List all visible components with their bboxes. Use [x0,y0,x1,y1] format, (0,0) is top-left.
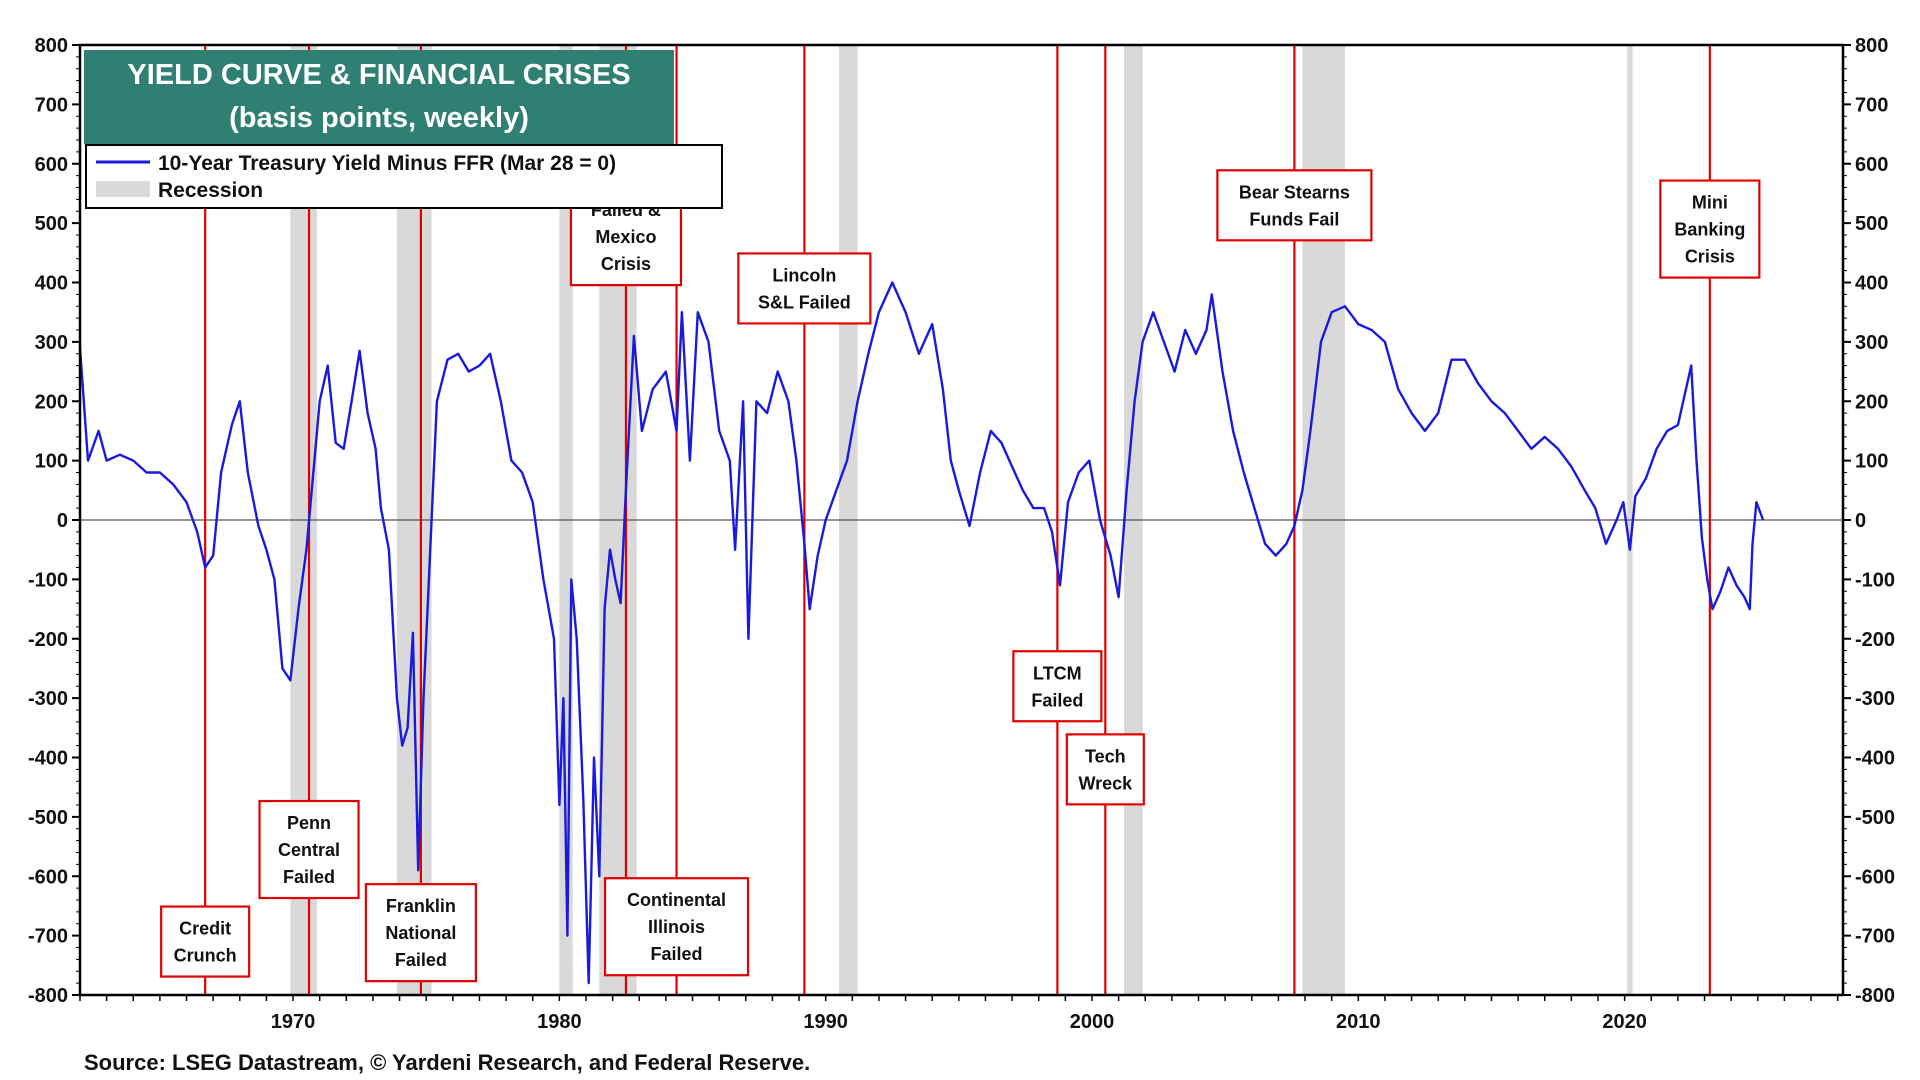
y-tick-label-left: 400 [35,273,68,295]
y-tick-label-right: 100 [1855,451,1888,473]
y-tick-label-left: -200 [28,629,68,651]
title-background [84,50,674,144]
crisis-label: Mini Banking Crisis [1659,179,1761,279]
y-tick-label-right: 400 [1855,273,1888,295]
y-tick-label-right: -200 [1855,629,1895,651]
crisis-label-box [1012,650,1103,723]
crisis-label: Credit Crunch [160,905,251,978]
crisis-label-text: Wreck [1078,773,1133,793]
y-tick-label-right: -600 [1855,866,1895,888]
crisis-labels: Credit Crunch Penn Central Failed Franklin Nat… [160,160,1761,983]
crisis-label: Tech Wreck [1065,733,1145,806]
legend: 10-Year Treasury Yield Minus FFR (Mar 28… [85,144,723,209]
crisis-label-box [258,799,360,900]
crisis-label-text: Mexico [595,227,656,247]
y-tick-label-right: 800 [1855,35,1888,57]
crisis-label-box [1659,179,1761,279]
crisis-label-text: National [385,923,456,943]
crisis-label-box [1216,169,1373,242]
legend-series-label: 10-Year Treasury Yield Minus FFR (Mar 28… [158,152,616,175]
crisis-label-text: Failed [283,867,335,887]
series-line [78,281,1765,985]
crisis-label-text: LTCM [1033,663,1082,683]
y-tick-label-right: -800 [1855,985,1895,1007]
source-note: Source: LSEG Datastream, © Yardeni Resea… [84,1050,810,1075]
x-tick-label: 1970 [271,1011,316,1033]
crisis-label-box [603,877,750,977]
x-tick-label: 2000 [1070,1011,1115,1033]
crisis-label-box [1065,733,1145,806]
crisis-label: Bear Stearns Funds Fail [1216,169,1373,242]
y-tick-label-left: 0 [57,510,68,532]
y-tick-label-left: 200 [35,391,68,413]
y-tick-label-right: 500 [1855,213,1888,235]
y-tick-label-left: 100 [35,451,68,473]
x-tick-label: 1990 [803,1011,848,1033]
y-tick-label-left: 300 [35,332,68,354]
x-tick-label: 2020 [1602,1011,1647,1033]
legend-recession-label: Recession [158,179,263,202]
y-tick-label-left: -600 [28,866,68,888]
crisis-label: LTCM Failed [1012,650,1103,723]
y-tick-label-left: 800 [35,35,68,57]
crisis-label-text: Crunch [174,946,237,966]
y-tick-label-left: -300 [28,688,68,710]
crisis-label-text: Franklin [386,896,456,916]
crisis-label-text: Failed [651,944,703,964]
y-tick-label-right: -700 [1855,926,1895,948]
y-tick-label-right: -500 [1855,807,1895,829]
x-tick-label: 1980 [537,1011,582,1033]
y-tick-label-left: -800 [28,985,68,1007]
crisis-label-box [364,883,477,983]
y-tick-label-left: -700 [28,926,68,948]
crisis-label: Lincoln S&L Failed [737,252,872,325]
crisis-label-text: Central [278,840,340,860]
crisis-label-text: Crisis [601,254,651,274]
y-tick-label-left: -100 [28,569,68,591]
title-box: YIELD CURVE & FINANCIAL CRISES (basis po… [84,50,674,144]
crisis-label-text: Illinois [648,917,705,937]
crisis-label: Continental Illinois Failed [603,877,750,977]
y-tick-label-right: 700 [1855,94,1888,116]
crisis-label: Penn Central Failed [258,799,360,900]
y-tick-label-right: 200 [1855,391,1888,413]
crisis-label-text: Lincoln [772,265,836,285]
y-tick-label-left: 700 [35,94,68,116]
crisis-label-text: Funds Fail [1249,209,1339,229]
crisis-label-box [160,905,251,978]
crisis-label-text: Penn [287,813,331,833]
crisis-label-text: Tech [1085,746,1126,766]
y-tick-label-left: 600 [35,154,68,176]
y-tick-label-right: 300 [1855,332,1888,354]
legend-box [85,144,723,209]
x-tick-label: 2010 [1336,1011,1381,1033]
crisis-label-text: Continental [627,890,726,910]
chart-subtitle: (basis points, weekly) [229,102,529,134]
y-tick-label-right: 0 [1855,510,1866,532]
crisis-label-text: S&L Failed [758,292,851,312]
crisis-label-text: Bear Stearns [1239,182,1350,202]
y-tick-label-left: -400 [28,748,68,770]
y-tick-label-right: -400 [1855,748,1895,770]
crisis-label-text: Mini [1692,193,1728,213]
crisis-label-text: Credit [179,919,231,939]
y-tick-label-right: 600 [1855,154,1888,176]
y-tick-label-left: 500 [35,213,68,235]
crisis-label-text: Failed [1031,690,1083,710]
crisis-label-box [737,252,872,325]
crisis-label: Franklin National Failed [364,883,477,983]
crisis-label-text: Crisis [1685,247,1735,267]
chart-title: YIELD CURVE & FINANCIAL CRISES [127,59,630,91]
y-tick-label-left: -500 [28,807,68,829]
legend-recession-swatch [96,181,150,197]
y-tick-label-right: -300 [1855,688,1895,710]
crisis-label-text: Banking [1674,220,1745,240]
axes: 800 800 700 700 600 600 500 500 400 400 300 300 200 2… [28,35,1895,1033]
y-tick-label-right: -100 [1855,569,1895,591]
crisis-label-text: Failed [395,950,447,970]
